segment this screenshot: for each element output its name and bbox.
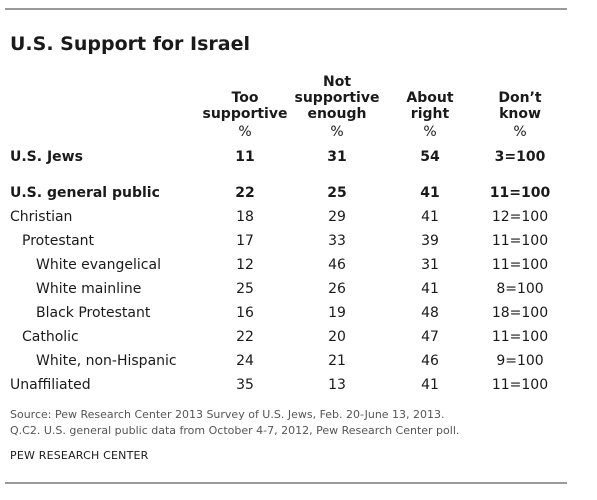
value-cell: 39 <box>421 233 439 249</box>
source-line-2: Q.C2. U.S. general public data from Octo… <box>10 424 460 437</box>
column-header: About right <box>375 66 485 122</box>
value-cell: 46 <box>328 257 346 273</box>
table-row: Christian 18 29 41 12=100 <box>0 209 597 231</box>
value-cell: 41 <box>421 281 439 297</box>
row-label: Black Protestant <box>36 305 151 321</box>
value-cell: 46 <box>421 353 439 369</box>
value-cell: 19 <box>328 305 346 321</box>
value-cell: 11=100 <box>491 257 549 273</box>
value-cell: 11=100 <box>491 233 549 249</box>
row-label: Christian <box>10 209 73 225</box>
table-row: White evangelical 12 46 31 11=100 <box>0 257 597 279</box>
value-cell: 16 <box>236 305 254 321</box>
table-row: U.S. Jews 11 31 54 3=100 <box>0 149 597 171</box>
row-label: Unaffiliated <box>10 377 91 393</box>
column-header: Don’t know <box>465 66 575 122</box>
value-cell: 48 <box>421 305 439 321</box>
value-cell: 41 <box>421 377 439 393</box>
value-cell: 11=100 <box>489 185 551 201</box>
column-header-line: know <box>499 106 541 122</box>
table-row: Catholic 22 20 47 11=100 <box>0 329 597 351</box>
row-label: Catholic <box>22 329 79 345</box>
column-header-line: Don’t <box>498 90 542 106</box>
value-cell: 29 <box>328 209 346 225</box>
column-header-line: Not <box>322 74 352 90</box>
value-cell: 41 <box>421 209 439 225</box>
row-label: U.S. Jews <box>10 149 83 165</box>
table-row: Protestant 17 33 39 11=100 <box>0 233 597 255</box>
column-header: Not supportive enough <box>282 66 392 122</box>
value-cell: 35 <box>236 377 254 393</box>
table-row: U.S. general public 22 25 41 11=100 <box>0 185 597 207</box>
table-row: White mainline 25 26 41 8=100 <box>0 281 597 303</box>
row-label: Protestant <box>22 233 95 249</box>
value-cell: 31 <box>421 257 439 273</box>
row-label: White mainline <box>36 281 142 297</box>
value-cell: 54 <box>420 149 440 165</box>
value-cell: 25 <box>236 281 254 297</box>
value-cell: 47 <box>421 329 439 345</box>
source-note: Source: Pew Research Center 2013 Survey … <box>10 407 459 439</box>
bottom-rule <box>5 482 567 484</box>
column-header-line: right <box>410 106 450 122</box>
value-cell: 26 <box>328 281 346 297</box>
value-cell: 22 <box>235 185 255 201</box>
credit-label: PEW RESEARCH CENTER <box>10 449 149 462</box>
column-header-line: About <box>406 90 454 106</box>
value-cell: 17 <box>236 233 254 249</box>
unit-cell: % <box>330 124 344 140</box>
unit-cell: % <box>513 124 527 140</box>
row-label: U.S. general public <box>10 185 160 201</box>
value-cell: 3=100 <box>494 149 546 165</box>
value-cell: 33 <box>328 233 346 249</box>
column-header-line: enough <box>307 106 367 122</box>
value-cell: 11 <box>235 149 255 165</box>
source-line-1: Source: Pew Research Center 2013 Survey … <box>10 408 445 421</box>
value-cell: 21 <box>328 353 346 369</box>
value-cell: 11=100 <box>491 377 549 393</box>
value-cell: 9=100 <box>496 353 544 369</box>
column-header-line: supportive <box>202 106 288 122</box>
value-cell: 8=100 <box>496 281 544 297</box>
table-row: Black Protestant 16 19 48 18=100 <box>0 305 597 327</box>
value-cell: 12=100 <box>491 209 549 225</box>
value-cell: 13 <box>328 377 346 393</box>
column-header: Too supportive <box>190 66 300 122</box>
row-label: White evangelical <box>36 257 161 273</box>
value-cell: 20 <box>328 329 346 345</box>
unit-cell: % <box>238 124 252 140</box>
unit-cell: % <box>423 124 437 140</box>
top-rule <box>5 8 567 10</box>
value-cell: 41 <box>420 185 440 201</box>
row-label: White, non-Hispanic <box>36 353 177 369</box>
value-cell: 18 <box>236 209 254 225</box>
column-header-line: supportive <box>294 90 380 106</box>
column-header-line: Too <box>231 90 259 106</box>
chart-title: U.S. Support for Israel <box>10 33 250 55</box>
value-cell: 31 <box>327 149 347 165</box>
value-cell: 24 <box>236 353 254 369</box>
table-row: White, non-Hispanic 24 21 46 9=100 <box>0 353 597 375</box>
value-cell: 22 <box>236 329 254 345</box>
table-row: Unaffiliated 35 13 41 11=100 <box>0 377 597 399</box>
value-cell: 18=100 <box>491 305 549 321</box>
value-cell: 11=100 <box>491 329 549 345</box>
value-cell: 12 <box>236 257 254 273</box>
value-cell: 25 <box>327 185 347 201</box>
